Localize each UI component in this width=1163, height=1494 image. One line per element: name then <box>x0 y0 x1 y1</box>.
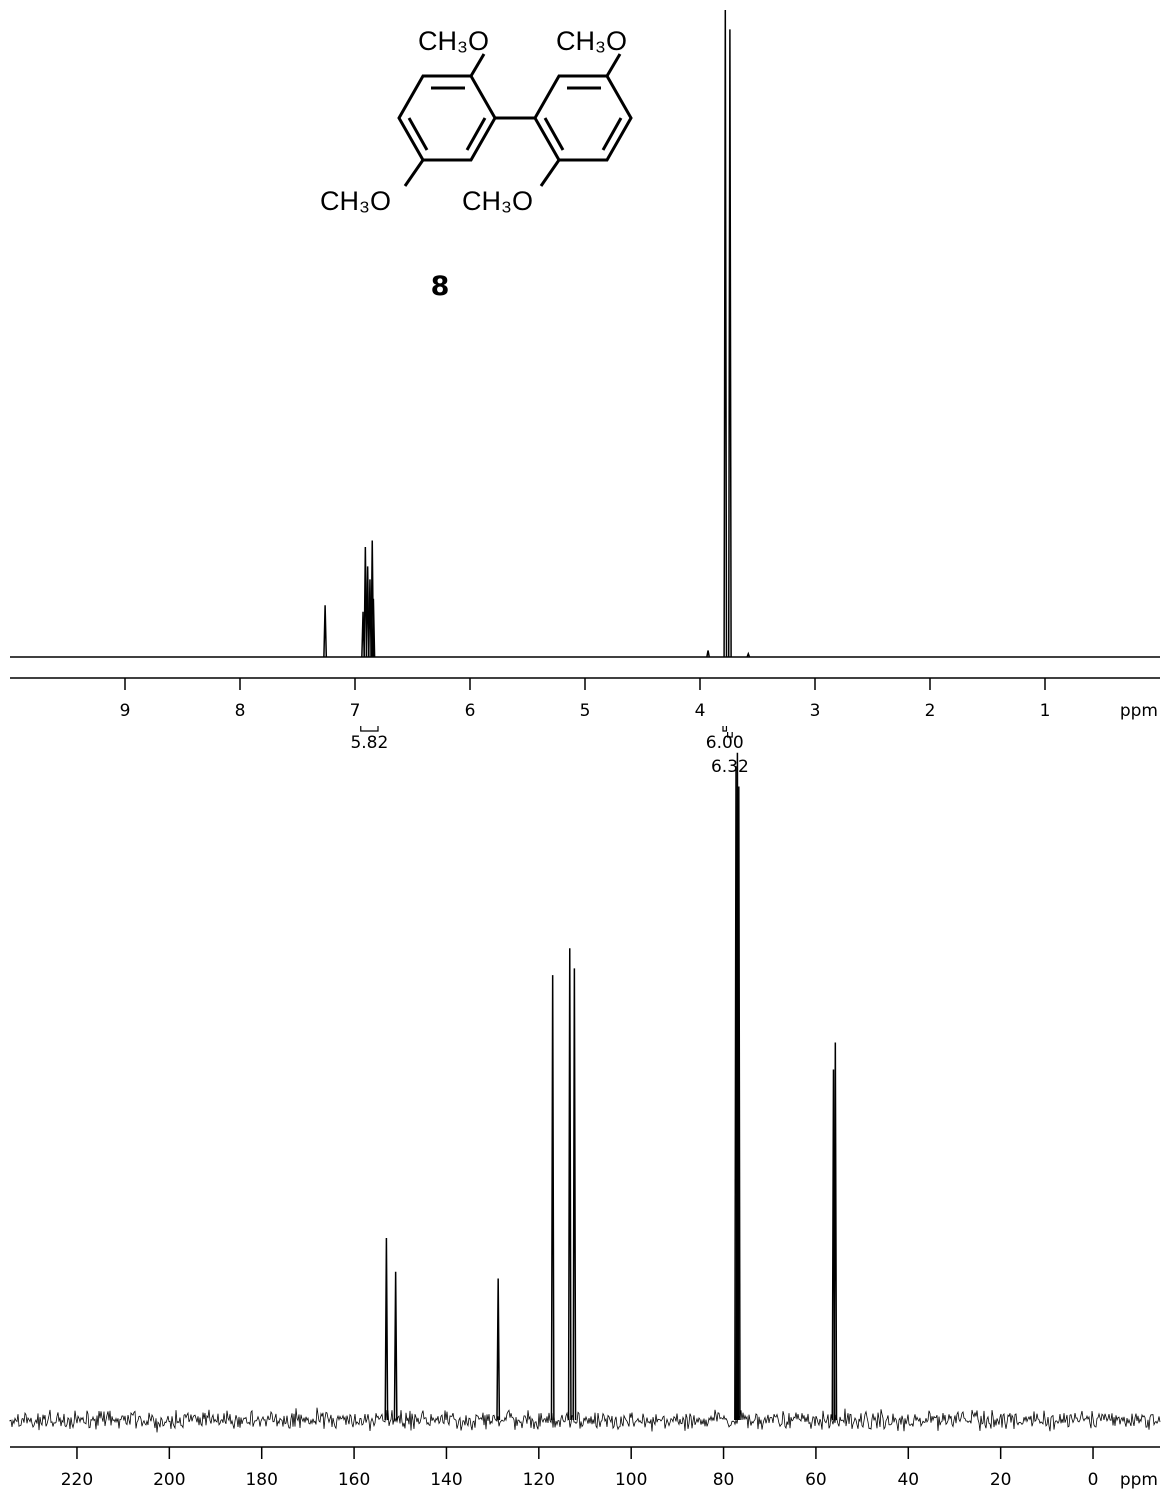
x-tick-label: 120 <box>523 1470 555 1490</box>
substituent: CH₃O <box>320 186 391 216</box>
x-axis-label: ppm <box>1120 1470 1158 1490</box>
noise <box>9 1407 1161 1433</box>
bond <box>605 53 622 77</box>
x-tick-label: 200 <box>153 1470 185 1490</box>
x-tick-label: 3 <box>810 701 821 721</box>
x-tick-label: 140 <box>430 1470 462 1490</box>
x-tick-label: 5 <box>580 701 591 721</box>
x-tick-label: 20 <box>990 1470 1012 1490</box>
peak <box>706 650 710 658</box>
peak <box>365 566 370 658</box>
x-tick-label: 9 <box>120 701 131 721</box>
peak <box>727 29 732 658</box>
peak <box>567 948 572 1421</box>
x-tick-label: 160 <box>338 1470 370 1490</box>
bond <box>539 159 561 187</box>
peak <box>384 1238 389 1421</box>
peak <box>323 605 328 658</box>
x-tick-label: 180 <box>245 1470 277 1490</box>
x-tick-label: 6 <box>465 701 476 721</box>
x-axis-label: ppm <box>1120 701 1158 721</box>
peak <box>746 651 751 658</box>
x-tick-label: 1 <box>1040 701 1051 721</box>
bond <box>407 117 429 151</box>
x-tick-label: 80 <box>713 1470 735 1490</box>
peak <box>572 968 577 1421</box>
peak <box>363 547 368 658</box>
peak <box>371 598 376 658</box>
peak <box>833 1042 838 1421</box>
integral-bracket <box>727 732 733 738</box>
x-tick-label: 0 <box>1088 1470 1099 1490</box>
bond <box>403 159 425 187</box>
integral-label: 6.00 <box>706 733 744 753</box>
peak <box>496 1278 501 1421</box>
bond <box>601 117 623 151</box>
x-tick-label: 60 <box>805 1470 827 1490</box>
integral-label: 5.82 <box>350 733 388 753</box>
bond <box>465 117 487 151</box>
compound-number: 8 <box>431 271 450 302</box>
peak <box>393 1271 398 1421</box>
peak <box>736 786 741 1421</box>
substituent: CH₃O <box>556 26 627 56</box>
bond <box>543 117 565 151</box>
x-tick-label: 220 <box>61 1470 93 1490</box>
substituent: CH₃O <box>462 186 533 216</box>
structure: CH₃O CH₃O CH₃O CH₃O 8 <box>320 26 633 302</box>
x-tick-label: 2 <box>925 701 936 721</box>
integral-label: 6.32 <box>711 757 749 777</box>
x-tick-label: 7 <box>350 701 361 721</box>
peak <box>723 9 728 658</box>
x-tick-label: 4 <box>695 701 706 721</box>
peak <box>550 975 555 1421</box>
integral-bracket <box>722 726 728 732</box>
x-tick-label: 40 <box>897 1470 919 1490</box>
substituent: CH₃O <box>418 26 489 56</box>
x-tick-label: 100 <box>615 1470 647 1490</box>
bond <box>469 53 486 77</box>
integral-bracket <box>360 726 379 732</box>
x-tick-label: 8 <box>235 701 246 721</box>
